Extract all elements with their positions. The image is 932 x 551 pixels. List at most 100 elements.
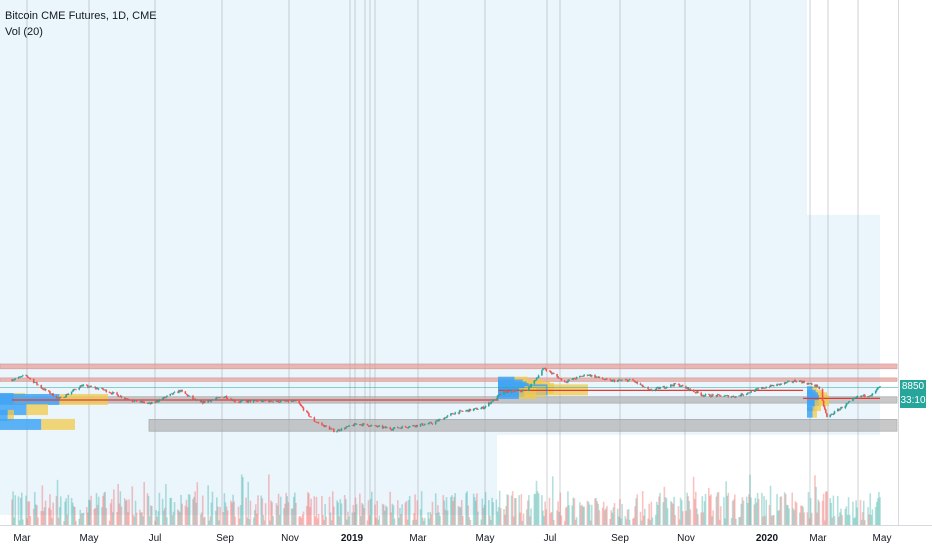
volume-bar (201, 495, 204, 525)
volume-bar (360, 516, 362, 525)
volume-bar (692, 476, 695, 525)
candle-body (346, 426, 348, 428)
candle-body (354, 423, 357, 425)
volume-bar (551, 476, 554, 525)
candle-body (625, 379, 628, 381)
candle-body (437, 420, 439, 422)
candle-body (776, 383, 778, 387)
volume-bar (862, 500, 865, 525)
volume-bar (480, 519, 483, 525)
candle-body (80, 385, 83, 387)
volume-bar (731, 500, 734, 525)
candle-body (430, 422, 433, 424)
volume-bar (483, 504, 486, 525)
volume-bar (833, 516, 836, 525)
volume-bar (351, 512, 354, 525)
session-backgrounds (0, 0, 880, 515)
volume-bar (12, 491, 14, 525)
volume-bar (595, 498, 597, 525)
volume-bar (580, 505, 582, 525)
volume-bar (142, 516, 144, 525)
volume-bar (484, 492, 487, 525)
volume-bar (874, 506, 877, 525)
candle-body (605, 378, 607, 380)
candle-body (450, 413, 452, 416)
volume-bar (439, 515, 441, 525)
time-tick-label: Mar (13, 533, 31, 544)
volume-bar (626, 509, 629, 525)
volume-bar (178, 510, 180, 525)
symbol-title[interactable]: Bitcoin CME Futures, 1D, CME (5, 10, 157, 22)
candle-body (298, 401, 300, 404)
volume-bar (613, 503, 616, 525)
candle-body (104, 389, 106, 391)
volume-bar (806, 512, 809, 525)
candle-body (780, 383, 783, 385)
profile-bar-down (7, 409, 14, 421)
candle-body (362, 423, 364, 426)
vertical-markers (26, 0, 859, 525)
volume-bar (495, 499, 498, 525)
candle-body (375, 425, 377, 427)
volume-bar (32, 508, 35, 525)
candle-body (186, 394, 189, 397)
candle-body (647, 386, 649, 390)
volume-bar (724, 518, 726, 525)
volume-bar (490, 519, 492, 525)
volume-bar (687, 496, 689, 525)
volume-bar (239, 505, 242, 525)
chart-legend: Bitcoin CME Futures, 1D, CME Vol (20) (5, 8, 157, 40)
candle-body (302, 407, 305, 411)
time-tick-label: May (872, 533, 892, 544)
volume-bar (292, 496, 295, 525)
volume-bar (110, 499, 113, 525)
candle-body (71, 390, 74, 392)
candle-body (389, 427, 391, 429)
volume-indicator-label[interactable]: Vol (20) (5, 26, 43, 38)
volume-bar (113, 489, 115, 525)
candle-body (581, 376, 583, 377)
candle-body (823, 406, 826, 410)
candle-body (507, 390, 510, 393)
candle-body (113, 392, 115, 393)
volume-bar (173, 502, 176, 525)
volume-bar (693, 498, 696, 525)
volume-bar (43, 507, 46, 525)
candle-body (603, 379, 606, 381)
candle-body (527, 390, 529, 391)
candle-body (657, 387, 659, 388)
time-axis[interactable] (0, 525, 932, 551)
volume-bar (19, 497, 22, 525)
candle-body (78, 388, 80, 390)
candle-body (369, 425, 372, 427)
volume-bar (799, 512, 801, 525)
volume-bar (784, 494, 787, 525)
volume-bar (657, 505, 659, 525)
candle-body (79, 385, 82, 389)
volume-bar (315, 496, 318, 525)
volume-bar (497, 507, 500, 525)
candle-body (105, 389, 108, 393)
candle-body (545, 369, 548, 371)
candle-body (635, 381, 637, 383)
candle-body (103, 389, 105, 391)
volume-bar (162, 510, 165, 525)
candle-body (308, 413, 310, 417)
volume-bar (571, 505, 574, 525)
price-axis[interactable] (898, 0, 932, 525)
candle-body (674, 383, 676, 385)
volume-bar (651, 517, 654, 525)
candle-body (26, 375, 28, 377)
volume-bar (506, 494, 509, 525)
volume-bar (712, 510, 714, 525)
volume-bar (420, 491, 423, 525)
volume-bar (754, 497, 757, 525)
volume-bar (111, 512, 114, 525)
volume-bar (366, 520, 369, 525)
candle-body (407, 427, 410, 428)
candle-body (378, 425, 381, 427)
candle-body (717, 394, 720, 396)
volume-bar (204, 516, 206, 525)
volume-bar (88, 499, 90, 525)
